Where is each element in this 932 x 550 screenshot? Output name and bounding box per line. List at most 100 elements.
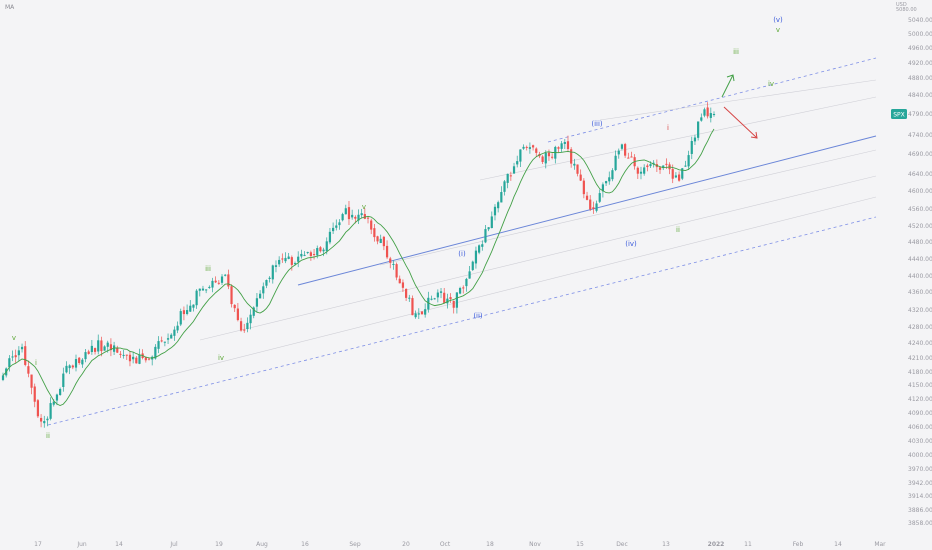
candle xyxy=(601,182,605,198)
candle xyxy=(697,121,700,141)
candle-body xyxy=(617,150,620,155)
candle-body xyxy=(138,354,141,364)
channel-inner-line xyxy=(109,196,877,391)
candle xyxy=(11,350,14,362)
candle-body xyxy=(347,207,351,220)
candle xyxy=(420,311,424,315)
candle xyxy=(46,416,49,427)
candle-body xyxy=(519,149,522,162)
candle-body xyxy=(71,365,74,368)
candle xyxy=(595,200,598,213)
channel-inner-line xyxy=(599,79,877,121)
candle-body xyxy=(697,121,700,138)
candle-body xyxy=(20,346,24,350)
x-tick-label: 2022 xyxy=(708,541,725,548)
x-tick-label: 19 xyxy=(215,541,223,548)
candle xyxy=(166,333,170,344)
candle-body xyxy=(446,298,449,304)
candle-body xyxy=(700,117,703,121)
candle xyxy=(90,339,93,355)
candle-body xyxy=(201,288,205,291)
candle-body xyxy=(290,257,293,265)
candle xyxy=(674,172,678,179)
candle-body xyxy=(198,288,201,291)
candle-body xyxy=(319,247,322,252)
candle-body xyxy=(579,174,582,181)
candle-body xyxy=(81,359,84,365)
candle-body xyxy=(652,162,655,164)
candle-body xyxy=(566,141,570,150)
y-tick-label: 4400.00 xyxy=(908,273,932,280)
candle xyxy=(570,147,573,168)
candle xyxy=(116,345,119,354)
candle-body xyxy=(490,216,493,229)
candle xyxy=(379,234,382,244)
candle-body xyxy=(185,310,189,315)
candle-body xyxy=(128,354,132,362)
wave-label: iii xyxy=(205,265,211,273)
candle-body xyxy=(576,164,579,174)
candle xyxy=(573,158,576,170)
candle xyxy=(265,279,268,289)
candle xyxy=(709,107,712,123)
candle xyxy=(398,275,401,284)
candle xyxy=(424,303,427,318)
candle xyxy=(59,387,62,396)
candle xyxy=(306,251,309,255)
wave-label: i xyxy=(667,124,669,132)
candle-body xyxy=(30,374,33,388)
candle-body xyxy=(287,256,290,259)
candle-body xyxy=(516,161,519,165)
candle-body xyxy=(620,144,624,149)
candle-body xyxy=(182,310,186,315)
candle xyxy=(103,345,106,351)
candle-body xyxy=(252,307,255,316)
candle xyxy=(220,274,224,286)
candle-body xyxy=(179,311,182,325)
candle-body xyxy=(522,146,525,149)
x-tick-label: Aug xyxy=(256,541,268,548)
candle-body xyxy=(325,241,328,252)
y-tick-label: 4120.00 xyxy=(908,396,932,403)
y-tick-label: 4180.00 xyxy=(908,369,932,376)
candle-body xyxy=(322,249,325,252)
candle-body xyxy=(49,403,52,419)
y-tick-label: 5000.00 xyxy=(908,31,932,38)
up-arrow-head xyxy=(726,74,735,82)
x-tick-label: Sep xyxy=(349,541,361,548)
candle xyxy=(427,291,430,313)
x-tick-label: 20 xyxy=(402,541,410,548)
y-tick-label: 4320.00 xyxy=(908,307,932,314)
candle xyxy=(687,150,690,170)
candle xyxy=(392,260,395,270)
candle xyxy=(551,153,554,160)
wave-label: iv xyxy=(768,80,774,88)
candle-body xyxy=(312,254,316,256)
candle-body xyxy=(62,373,65,387)
candle xyxy=(274,260,278,273)
x-tick-label: Oct xyxy=(440,541,451,548)
candle-body xyxy=(233,304,236,309)
candle xyxy=(585,191,589,201)
candle-body xyxy=(424,309,427,315)
candle-body xyxy=(614,155,617,171)
candle xyxy=(509,171,512,181)
candle-body xyxy=(65,365,68,373)
candle xyxy=(8,355,11,372)
candle-body xyxy=(163,341,166,343)
candle xyxy=(414,310,417,319)
wave-label: (iii) xyxy=(591,120,603,128)
candle xyxy=(341,212,344,222)
candle xyxy=(239,317,243,332)
candle xyxy=(224,273,227,277)
candle xyxy=(620,143,624,151)
candle xyxy=(74,354,78,372)
candle-body xyxy=(52,401,55,405)
candle xyxy=(484,225,487,244)
candle xyxy=(100,336,103,357)
candle-body xyxy=(455,292,458,308)
candle-body xyxy=(59,388,62,396)
channel-inner-line xyxy=(379,149,877,266)
